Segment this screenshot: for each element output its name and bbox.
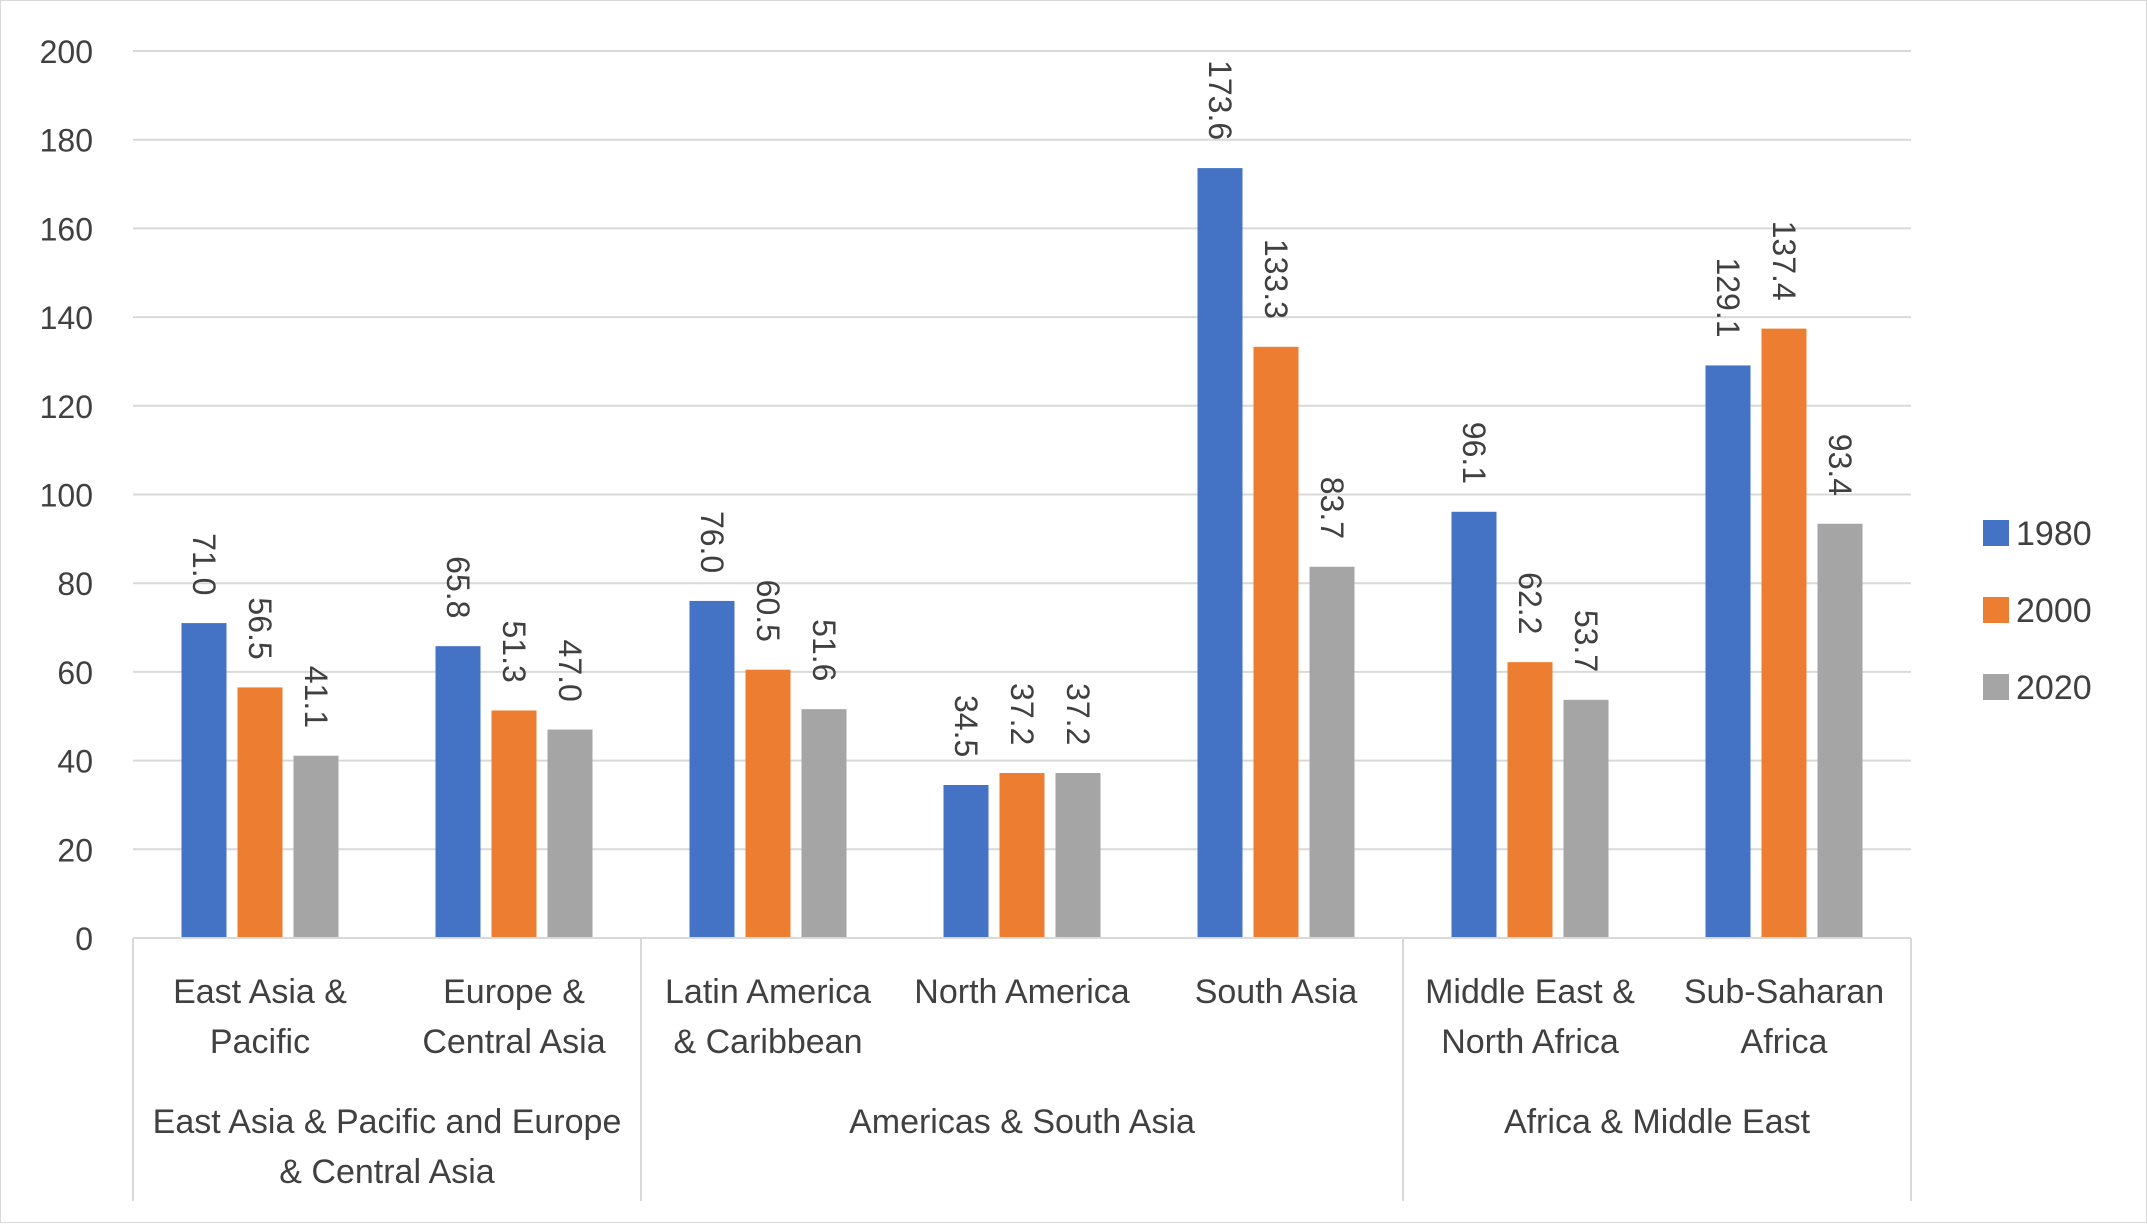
y-tick-label: 140: [40, 300, 93, 336]
legend-swatch: [1983, 674, 2009, 700]
data-label: 65.8: [440, 556, 476, 618]
y-tick-label: 60: [57, 655, 93, 691]
data-label: 53.7: [1568, 610, 1604, 672]
x-axis: East Asia & Pacific Europe & Central Asia La…: [132, 937, 1912, 1201]
data-label: 133.3: [1258, 239, 1294, 319]
x-category-label: Pacific: [210, 1023, 310, 1061]
y-axis-tick-labels: 0 20 40 60 80 100 120 140 160 180 200: [40, 34, 93, 957]
x-category-label: South Asia: [1195, 973, 1358, 1011]
bar: [547, 729, 593, 938]
y-tick-label: 40: [57, 744, 93, 780]
bar: [491, 710, 537, 938]
x-category-label: Africa: [1741, 1023, 1828, 1061]
x-category-label: & Caribbean: [673, 1023, 862, 1061]
bar: [293, 755, 339, 938]
data-label: 76.0: [694, 511, 730, 573]
legend: 1980 2000 2020: [1983, 515, 2092, 707]
bar: [1055, 773, 1101, 938]
data-label: 37.2: [1004, 683, 1040, 745]
y-tick-label: 160: [40, 211, 93, 247]
bar: [1253, 346, 1299, 938]
bar: [435, 646, 481, 938]
data-label: 71.0: [186, 533, 222, 595]
bar: [1197, 168, 1243, 939]
bar: [1507, 662, 1553, 938]
x-category-label: Central Asia: [422, 1023, 605, 1061]
y-tick-label: 180: [40, 123, 93, 159]
bar: [1761, 328, 1807, 939]
x-category-label: Europe &: [443, 973, 585, 1011]
data-label: 37.2: [1060, 683, 1096, 745]
data-labels: 71.0 56.5 41.1 65.8 51.3 47.0 76.0 60.5 51.6 34.5…: [186, 60, 1858, 757]
y-tick-label: 120: [40, 389, 93, 425]
x-category-label: North Africa: [1441, 1023, 1619, 1061]
data-label: 56.5: [242, 597, 278, 659]
data-label: 137.4: [1766, 221, 1802, 301]
bar: [745, 669, 791, 938]
data-label: 47.0: [552, 640, 588, 702]
data-label: 83.7: [1314, 477, 1350, 539]
data-label: 51.3: [496, 620, 532, 682]
bar: [1817, 523, 1863, 938]
legend-label: 2020: [2016, 669, 2092, 707]
y-tick-label: 100: [40, 478, 93, 514]
bar: [1309, 566, 1355, 938]
x-category-label: East Asia &: [173, 973, 347, 1011]
data-label: 51.6: [806, 619, 842, 681]
legend-label: 2000: [2016, 592, 2092, 630]
data-label: 60.5: [750, 580, 786, 642]
data-label: 93.4: [1822, 434, 1858, 496]
data-label: 96.1: [1456, 422, 1492, 484]
bars: [181, 168, 1863, 939]
y-tick-label: 20: [57, 832, 93, 868]
data-label: 34.5: [948, 695, 984, 757]
bar: [181, 623, 227, 938]
legend-label: 1980: [2016, 515, 2092, 553]
bar: [689, 600, 735, 938]
bar: [237, 687, 283, 938]
bar: [1451, 511, 1497, 938]
gridlines: [133, 50, 1911, 851]
x-category-label: Middle East &: [1425, 973, 1635, 1011]
y-tick-label: 200: [40, 34, 93, 70]
x-group-label: Americas & South Asia: [849, 1103, 1195, 1141]
x-category-label: Sub-Saharan: [1684, 973, 1884, 1011]
data-label: 129.1: [1710, 257, 1746, 337]
y-tick-label: 80: [57, 566, 93, 602]
x-category-label: North America: [914, 973, 1129, 1011]
x-group-label: East Asia & Pacific and Europe: [153, 1103, 622, 1141]
legend-swatch: [1983, 520, 2009, 546]
bar: [1563, 699, 1609, 938]
bar: [999, 773, 1045, 938]
bar: [801, 709, 847, 938]
x-category-label: Latin America: [665, 973, 871, 1011]
data-label: 62.2: [1512, 572, 1548, 634]
data-label: 41.1: [298, 666, 334, 728]
x-group-label: & Central Asia: [279, 1153, 495, 1191]
x-group-label: Africa & Middle East: [1504, 1103, 1811, 1141]
data-label: 173.6: [1202, 60, 1238, 140]
bar: [943, 784, 989, 938]
y-tick-label: 0: [75, 921, 93, 957]
bar: [1705, 365, 1751, 938]
legend-swatch: [1983, 597, 2009, 623]
